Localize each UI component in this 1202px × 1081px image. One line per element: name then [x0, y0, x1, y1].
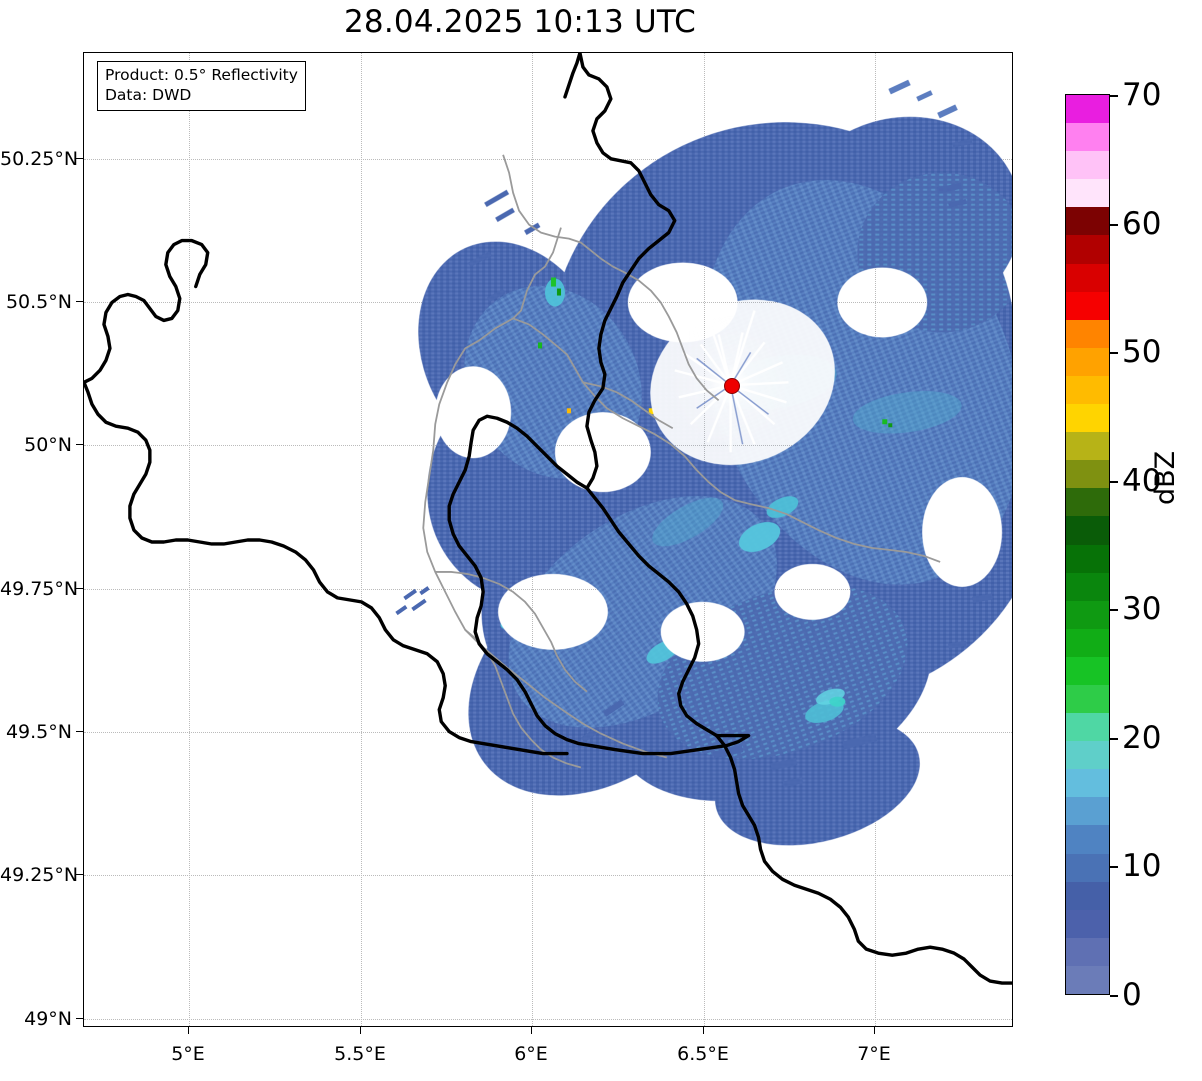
xtick-label-65: 6.5°E	[677, 1043, 729, 1065]
colorbar-tick-10	[1110, 866, 1118, 868]
colorbar-band-13	[1066, 600, 1109, 629]
product-info-box: Product: 0.5° Reflectivity Data: DWD	[97, 61, 306, 112]
colorbar-tick-70	[1110, 95, 1118, 97]
country-border-lines	[84, 53, 1012, 985]
xtick-label-5: 5°E	[171, 1043, 205, 1065]
colorbar-label-60: 60	[1122, 206, 1162, 242]
page-title: 28.04.2025 10:13 UTC	[344, 4, 696, 40]
tickmark-lat-495	[76, 731, 83, 732]
tickmark-lat-4975	[76, 588, 83, 589]
tickmark-lat-4925	[76, 874, 83, 875]
colorbar-band-1	[1066, 937, 1109, 966]
ytick-label-5025: 50.5°N	[5, 291, 72, 313]
tickmark-lat-50	[76, 444, 83, 445]
colorbar-band-16	[1066, 516, 1109, 545]
colorbar-band-10	[1066, 684, 1109, 714]
colorbar-band-6	[1066, 797, 1109, 826]
colorbar-band-28	[1066, 179, 1109, 208]
map-plot-area[interactable]: Product: 0.5° Reflectivity Data: DWD	[83, 52, 1013, 1027]
echo-streaks-ne	[888, 79, 958, 119]
ytick-label-49: 49°N	[24, 1008, 72, 1030]
echo-high-dbz-pixels	[538, 277, 893, 428]
tickmark-lat-49	[76, 1018, 83, 1019]
colorbar-band-24	[1066, 291, 1109, 320]
colorbar-label-10: 10	[1122, 848, 1162, 884]
tickmark-lon-55	[360, 1027, 361, 1034]
colorbar-band-29	[1066, 151, 1109, 180]
colorbar-tick-30	[1110, 609, 1118, 611]
colorbar-label-50: 50	[1122, 334, 1162, 370]
colorbar-tick-50	[1110, 352, 1118, 354]
tickmark-lon-5	[188, 1027, 189, 1034]
colorbar-band-20	[1066, 404, 1109, 433]
colorbar-band-15	[1066, 544, 1109, 573]
colorbar-band-30	[1066, 123, 1109, 152]
radar-site-marker[interactable]	[724, 378, 740, 394]
ytick-label-505: 50.25°N	[0, 148, 79, 170]
tickmark-lat-505	[76, 158, 83, 159]
colorbar-band-2	[1066, 909, 1109, 938]
colorbar-tick-0	[1110, 995, 1118, 997]
tickmark-lon-7	[874, 1027, 875, 1034]
xtick-label-55: 5.5°E	[334, 1043, 386, 1065]
colorbar-tick-40	[1110, 481, 1118, 483]
colorbar[interactable]	[1065, 94, 1110, 995]
product-line: Product: 0.5° Reflectivity	[105, 66, 298, 84]
colorbar-band-9	[1066, 713, 1109, 742]
colorbar-band-21	[1066, 375, 1109, 405]
echo-fragments	[395, 138, 993, 788]
colorbar-band-23	[1066, 319, 1109, 348]
colorbar-band-4	[1066, 853, 1109, 882]
colorbar-band-3	[1066, 881, 1109, 910]
colorbar-band-14	[1066, 572, 1109, 601]
tickmark-lon-65	[703, 1027, 704, 1034]
map-canvas: Product: 0.5° Reflectivity Data: DWD	[84, 53, 1012, 1026]
ytick-label-4925: 49.25°N	[0, 864, 79, 886]
colorbar-band-18	[1066, 460, 1109, 489]
colorbar-band-8	[1066, 741, 1109, 770]
radar-reflectivity-layer	[84, 53, 1012, 1026]
xtick-label-6: 6°E	[514, 1043, 548, 1065]
colorbar-label-70: 70	[1122, 77, 1162, 113]
colorbar-band-27	[1066, 207, 1109, 236]
colorbar-band-0	[1066, 965, 1109, 994]
ytick-label-495: 49.5°N	[5, 721, 72, 743]
tickmark-lon-6	[531, 1027, 532, 1034]
tickmark-lat-5025	[76, 301, 83, 302]
colorbar-tick-20	[1110, 738, 1118, 740]
borders-layer	[84, 53, 1012, 985]
colorbar-band-11	[1066, 656, 1109, 685]
colorbar-label-40: 40	[1122, 463, 1162, 499]
xtick-label-7: 7°E	[857, 1043, 891, 1065]
colorbar-unit-label: dBZ	[1150, 450, 1181, 505]
colorbar-band-19	[1066, 432, 1109, 461]
colorbar-band-17	[1066, 488, 1109, 517]
colorbar-label-30: 30	[1122, 591, 1162, 627]
data-source-line: Data: DWD	[105, 85, 192, 104]
colorbar-label-20: 20	[1122, 720, 1162, 756]
colorbar-tick-60	[1110, 224, 1118, 226]
regional-border-lines	[422, 154, 941, 769]
echo-body	[84, 53, 1012, 1026]
ytick-label-50: 50°N	[24, 434, 72, 456]
ytick-label-4975: 49.75°N	[0, 578, 79, 600]
colorbar-band-26	[1066, 235, 1109, 264]
colorbar-label-0: 0	[1122, 977, 1142, 1013]
colorbar-band-31	[1066, 95, 1109, 124]
colorbar-band-25	[1066, 263, 1109, 292]
colorbar-gradient	[1066, 95, 1109, 994]
colorbar-band-5	[1066, 825, 1109, 854]
colorbar-band-12	[1066, 628, 1109, 657]
colorbar-band-22	[1066, 347, 1109, 376]
colorbar-band-7	[1066, 769, 1109, 798]
